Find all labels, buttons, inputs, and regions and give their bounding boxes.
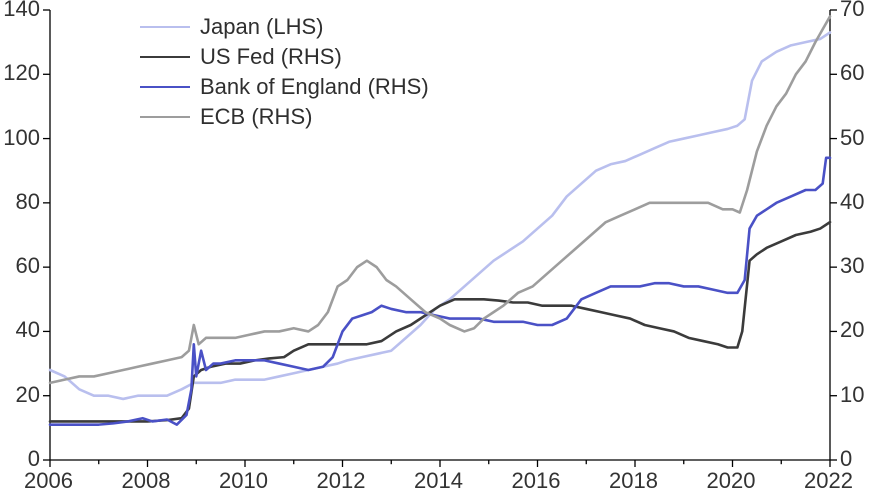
x-tick-label: 2022 [804, 468, 853, 494]
x-tick-label: 2012 [317, 468, 366, 494]
legend-swatch [140, 86, 190, 88]
y-right-tick-label: 10 [840, 382, 864, 408]
y-left-tick-label: 20 [16, 382, 40, 408]
legend-label: Bank of England (RHS) [200, 74, 429, 100]
y-left-tick-label: 60 [16, 253, 40, 279]
y-left-tick-label: 140 [3, 0, 40, 22]
y-left-tick-label: 40 [16, 317, 40, 343]
y-left-tick-label: 80 [16, 189, 40, 215]
x-tick-label: 2020 [707, 468, 756, 494]
legend-swatch [140, 26, 190, 28]
legend-item: ECB (RHS) [140, 102, 429, 132]
legend-item: US Fed (RHS) [140, 42, 429, 72]
y-left-tick-label: 120 [3, 60, 40, 86]
legend-item: Japan (LHS) [140, 12, 429, 42]
x-tick-label: 2008 [122, 468, 171, 494]
x-tick-label: 2018 [609, 468, 658, 494]
legend-swatch [140, 116, 190, 118]
y-right-tick-label: 70 [840, 0, 864, 22]
y-right-tick-label: 20 [840, 317, 864, 343]
central-bank-assets-chart: Japan (LHS) US Fed (RHS) Bank of England (… [0, 0, 880, 500]
x-tick-label: 2014 [414, 468, 463, 494]
y-right-tick-label: 30 [840, 253, 864, 279]
legend-label: ECB (RHS) [200, 104, 312, 130]
chart-svg [0, 0, 880, 500]
y-right-tick-label: 60 [840, 60, 864, 86]
legend-swatch [140, 56, 190, 58]
y-right-tick-label: 50 [840, 125, 864, 151]
x-tick-label: 2006 [24, 468, 73, 494]
x-tick-label: 2016 [512, 468, 561, 494]
legend: Japan (LHS) US Fed (RHS) Bank of England (… [140, 12, 429, 132]
legend-item: Bank of England (RHS) [140, 72, 429, 102]
series-line [50, 222, 830, 421]
y-left-tick-label: 100 [3, 125, 40, 151]
x-tick-label: 2010 [219, 468, 268, 494]
legend-label: US Fed (RHS) [200, 44, 342, 70]
y-right-tick-label: 40 [840, 189, 864, 215]
series-line [50, 158, 830, 425]
legend-label: Japan (LHS) [200, 14, 324, 40]
